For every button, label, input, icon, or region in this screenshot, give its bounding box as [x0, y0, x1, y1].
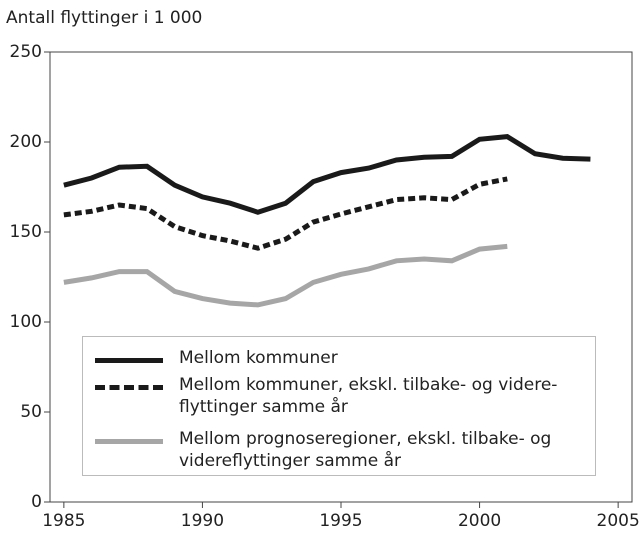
series-line: [63, 176, 508, 251]
legend-entry: Mellom prognoseregioner, ekskl. tilbake-…: [95, 428, 551, 472]
x-tick-label: 1995: [319, 511, 362, 531]
legend: Mellom kommuner Mellom kommuner, ekskl. t…: [82, 336, 596, 476]
legend-label: Mellom prognoseregioner, ekskl. tilbake-…: [179, 429, 552, 471]
y-tick-label: 200: [10, 132, 42, 152]
legend-label: Mellom kommuner: [179, 348, 338, 368]
legend-entry: Mellom kommuner: [95, 347, 338, 369]
legend-entry: Mellom kommuner, ekskl. tilbake- og vide…: [95, 374, 557, 418]
x-tick-label: 1985: [42, 511, 85, 531]
legend-swatch: [95, 358, 163, 363]
y-tick-label: 100: [10, 312, 42, 332]
legend-swatch: [95, 439, 163, 444]
y-tick-label: 150: [10, 222, 42, 242]
series-line: [63, 243, 508, 308]
y-tick-label: 0: [31, 492, 42, 512]
y-tick-label: 250: [10, 42, 42, 62]
x-tick-label: 1990: [181, 511, 224, 531]
x-tick-label: 2000: [458, 511, 501, 531]
x-tick-label: 2005: [597, 511, 640, 531]
legend-swatch: [95, 385, 163, 390]
y-axis-label: Antall flyttinger i 1 000: [6, 8, 202, 28]
series-line: [63, 134, 591, 215]
y-tick-label: 50: [20, 402, 42, 422]
legend-label: Mellom kommuner, ekskl. tilbake- og vide…: [179, 375, 558, 417]
